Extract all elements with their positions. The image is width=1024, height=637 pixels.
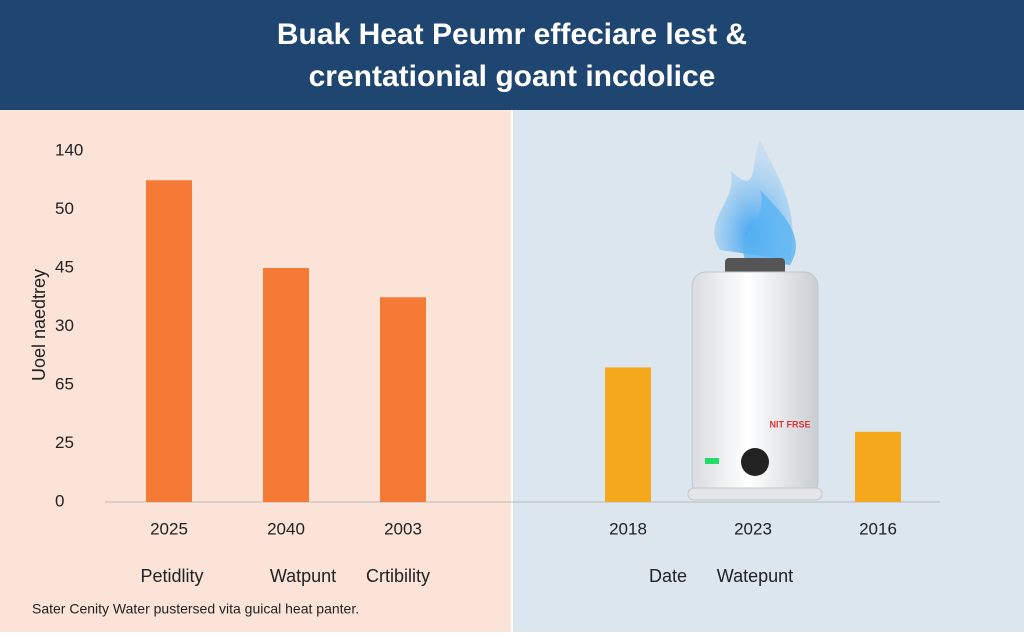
y-tick-label: 30 xyxy=(55,316,74,335)
bar xyxy=(380,297,426,502)
group-label: Date xyxy=(649,566,687,586)
flame xyxy=(743,190,796,265)
x-tick-label: 2003 xyxy=(384,519,422,538)
y-tick-label: 0 xyxy=(55,491,64,510)
y-tick-label: 140 xyxy=(55,140,83,159)
title-line: Buak Heat Peumr effeciare lest & xyxy=(277,18,747,51)
title-line: crentationial goant incdolice xyxy=(309,60,716,93)
bar xyxy=(263,268,309,502)
x-tick-label: 2023 xyxy=(734,519,772,538)
y-tick-label: 50 xyxy=(55,199,74,218)
device-label: NIT FRSE xyxy=(769,419,810,429)
y-tick-label: 25 xyxy=(55,433,74,452)
x-tick-label: 2016 xyxy=(859,519,897,538)
y-axis-label: Uoel naedtrey xyxy=(29,269,49,381)
bar xyxy=(855,431,901,502)
water-heater: NIT FRSE xyxy=(687,140,823,501)
group-label: Watepunt xyxy=(717,566,793,586)
group-label: Watpunt xyxy=(270,566,336,586)
tank-base xyxy=(687,487,823,501)
group-label: Petidlity xyxy=(140,566,203,586)
bar xyxy=(605,367,651,502)
indicator xyxy=(705,458,719,464)
footnote: Sater Cenity Water pustersed vita guical… xyxy=(32,601,359,617)
bar xyxy=(146,180,192,502)
x-tick-label: 2040 xyxy=(267,519,305,538)
x-tick-label: 2025 xyxy=(150,519,188,538)
header xyxy=(0,0,1024,110)
x-tick-label: 2018 xyxy=(609,519,647,538)
y-tick-label: 65 xyxy=(55,374,74,393)
group-label: Crtibility xyxy=(366,566,430,586)
knob xyxy=(741,448,769,476)
y-tick-label: 45 xyxy=(55,257,74,276)
left-panel xyxy=(0,110,512,632)
